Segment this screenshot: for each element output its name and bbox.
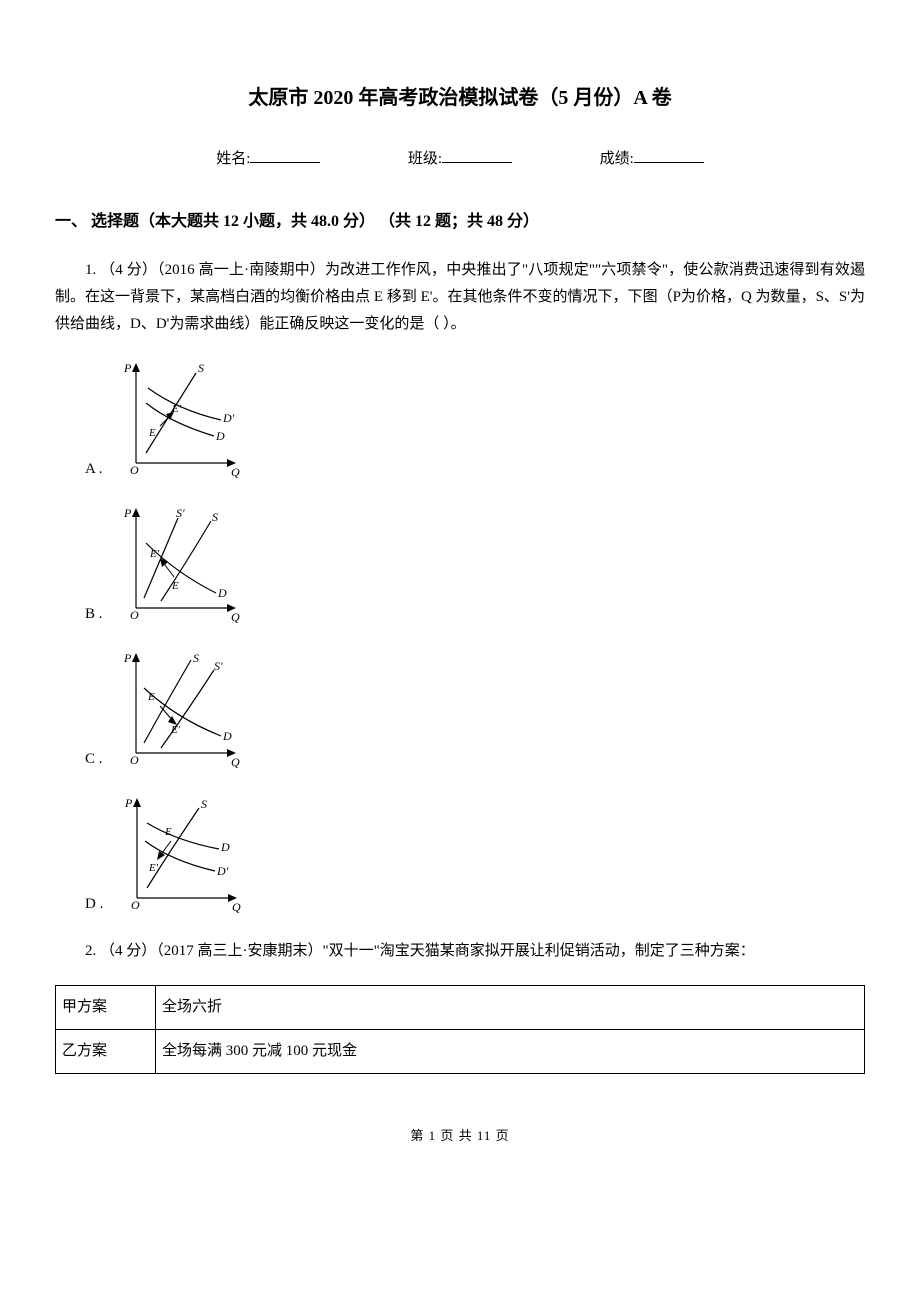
class-label: 班级: bbox=[408, 151, 442, 167]
svg-text:D: D bbox=[220, 840, 230, 854]
option-c-label: C . bbox=[85, 751, 103, 767]
plan-name-cell: 甲方案 bbox=[56, 985, 156, 1029]
chart-c: S S' D E E' P O Q bbox=[116, 648, 246, 773]
svg-text:S: S bbox=[198, 361, 204, 375]
svg-text:O: O bbox=[130, 608, 139, 622]
svg-text:P: P bbox=[123, 361, 132, 375]
option-c: C . S S' D E E' P O Q bbox=[55, 648, 865, 773]
svg-text:D': D' bbox=[222, 411, 235, 425]
svg-text:P: P bbox=[123, 506, 132, 520]
svg-text:S': S' bbox=[214, 659, 223, 673]
svg-text:S: S bbox=[212, 510, 218, 524]
svg-text:Q: Q bbox=[231, 465, 240, 479]
section-heading: 一、 选择题（本大题共 12 小题，共 48.0 分） （共 12 题；共 48… bbox=[55, 208, 865, 237]
svg-text:D: D bbox=[222, 729, 232, 743]
name-label: 姓名: bbox=[216, 151, 250, 167]
svg-text:Q: Q bbox=[231, 610, 240, 624]
plan-desc-cell: 全场每满 300 元减 100 元现金 bbox=[156, 1029, 865, 1073]
option-d-label: D . bbox=[85, 896, 103, 912]
svg-text:P: P bbox=[123, 651, 132, 665]
svg-text:D: D bbox=[215, 429, 225, 443]
svg-text:E: E bbox=[171, 580, 179, 592]
svg-text:E: E bbox=[164, 826, 172, 838]
svg-text:E': E' bbox=[149, 548, 160, 560]
option-a-label: A . bbox=[85, 461, 103, 477]
svg-text:E: E bbox=[148, 427, 156, 439]
name-blank bbox=[250, 149, 320, 163]
page-footer: 第 1 页 共 11 页 bbox=[55, 1124, 865, 1147]
chart-a: S D D' E E' P O Q bbox=[116, 358, 246, 483]
svg-text:P: P bbox=[124, 796, 133, 810]
plan-name-cell: 乙方案 bbox=[56, 1029, 156, 1073]
option-b: B . S' S D E E' P O Q bbox=[55, 503, 865, 628]
svg-text:D: D bbox=[217, 586, 227, 600]
svg-text:O: O bbox=[131, 898, 140, 912]
option-d: D . S D D' E E' P O Q bbox=[55, 793, 865, 918]
option-b-label: B . bbox=[85, 606, 103, 622]
svg-text:S: S bbox=[193, 651, 199, 665]
svg-text:E': E' bbox=[170, 724, 181, 736]
svg-text:E: E bbox=[147, 691, 155, 703]
svg-text:O: O bbox=[130, 463, 139, 477]
table-row: 乙方案 全场每满 300 元减 100 元现金 bbox=[56, 1029, 865, 1073]
svg-text:E': E' bbox=[148, 862, 159, 874]
option-a: A . S D D' E E' P O Q bbox=[55, 358, 865, 483]
chart-d: S D D' E E' P O Q bbox=[117, 793, 247, 918]
class-blank bbox=[442, 149, 512, 163]
question-1-text: 1. （4 分）（2016 高一上·南陵期中）为改进工作作风，中央推出了"八项规… bbox=[55, 257, 865, 338]
page-title: 太原市 2020 年高考政治模拟试卷（5 月份）A 卷 bbox=[55, 80, 865, 116]
score-blank bbox=[634, 149, 704, 163]
svg-text:S': S' bbox=[176, 506, 185, 520]
svg-text:Q: Q bbox=[232, 900, 241, 914]
table-row: 甲方案 全场六折 bbox=[56, 985, 865, 1029]
svg-text:O: O bbox=[130, 753, 139, 767]
info-row: 姓名: 班级: 成绩: bbox=[55, 146, 865, 173]
plan-table: 甲方案 全场六折 乙方案 全场每满 300 元减 100 元现金 bbox=[55, 985, 865, 1074]
chart-b: S' S D E E' P O Q bbox=[116, 503, 246, 628]
score-label: 成绩: bbox=[600, 151, 634, 167]
svg-text:D': D' bbox=[216, 864, 229, 878]
svg-text:Q: Q bbox=[231, 755, 240, 769]
plan-desc-cell: 全场六折 bbox=[156, 985, 865, 1029]
svg-text:S: S bbox=[201, 797, 207, 811]
question-2-text: 2. （4 分）（2017 高三上·安康期末）"双十一"淘宝天猫某商家拟开展让利… bbox=[55, 938, 865, 965]
